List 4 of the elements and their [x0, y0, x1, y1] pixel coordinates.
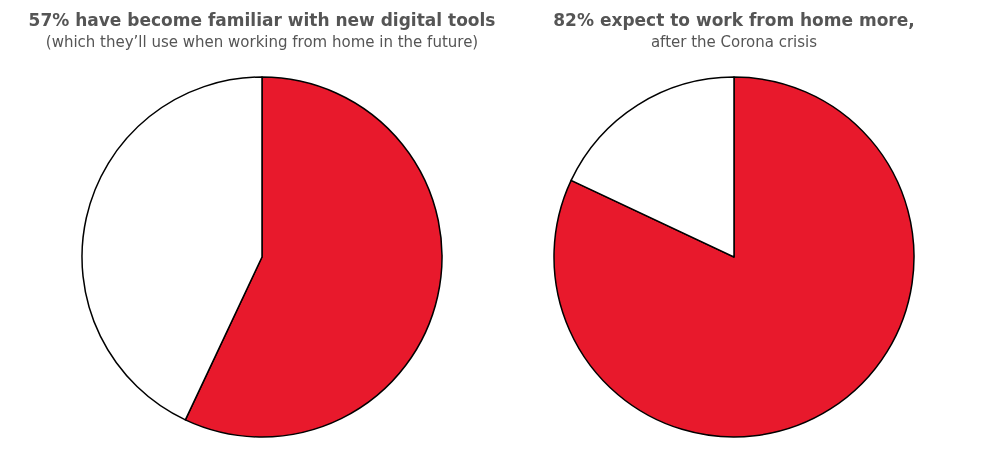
chart-title: 57% have become familiar with new digital tools [28, 9, 496, 30]
chart-subtitle: (which they’ll use when working from home in the future) [45, 32, 479, 51]
chart-subtitle: after the Corona crisis [650, 32, 818, 51]
chart-title: 82% expect to work from home more, [553, 9, 915, 30]
